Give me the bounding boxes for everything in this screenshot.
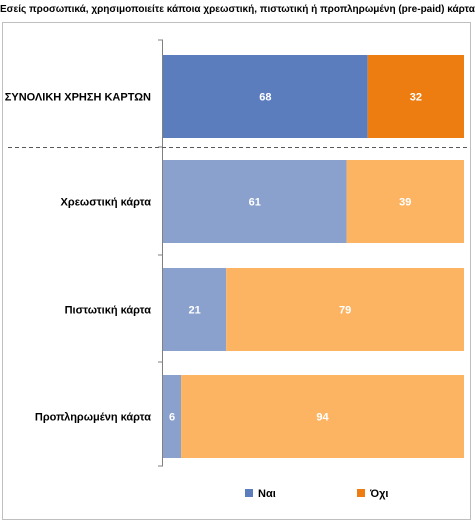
legend-label-no: Όχι: [369, 488, 388, 500]
bar-yes-3: [163, 375, 182, 458]
bar-yes-0: [163, 55, 368, 138]
bar-no-2: [226, 268, 464, 351]
data-label-yes-1: 61: [249, 197, 261, 209]
data-label-yes-0: 68: [259, 92, 271, 104]
data-label-no-2: 79: [339, 305, 351, 317]
legend-swatch-yes: [245, 489, 253, 497]
category-label-3: Προπληρωμένη κάρτα: [35, 412, 151, 424]
data-label-no-0: 32: [410, 92, 422, 104]
bar-yes-1: [163, 160, 347, 243]
data-label-no-1: 39: [399, 197, 411, 209]
chart-title: Εσείς προσωπικά, χρησιμοποιείτε κάποια χ…: [0, 4, 475, 15]
legend-swatch-no: [357, 489, 365, 497]
category-label-1: Χρεωστική κάρτα: [61, 197, 152, 209]
bar-no-1: [346, 160, 464, 243]
category-label-2: Πιστωτική κάρτα: [65, 305, 152, 317]
data-label-no-3: 94: [316, 412, 329, 424]
bar-no-0: [367, 55, 464, 138]
data-label-yes-3: 6: [169, 412, 175, 424]
legend-label-yes: Ναι: [258, 488, 276, 500]
bar-no-3: [181, 375, 464, 458]
chart-frame: [2, 22, 471, 520]
data-label-yes-2: 21: [188, 305, 200, 317]
category-label-0: ΣΥΝΟΛΙΚΗ ΧΡΗΣΗ ΚΑΡΤΩΝ: [5, 92, 151, 104]
bar-yes-2: [163, 268, 227, 351]
